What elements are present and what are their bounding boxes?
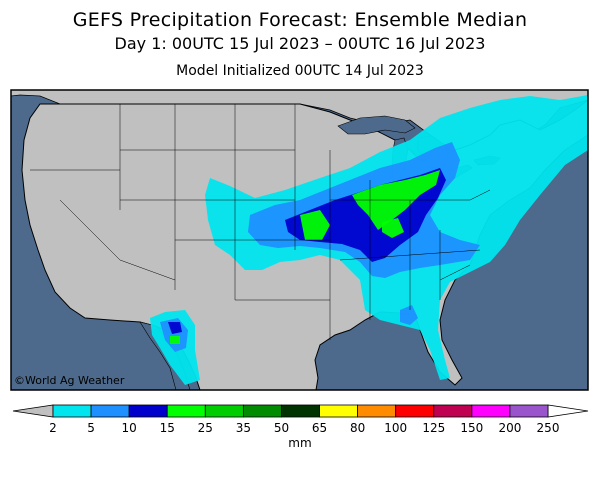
colorbar-tick-label: 125 [422, 421, 446, 435]
colorbar-tick-label: 10 [121, 421, 137, 435]
lake-superior [337, 115, 416, 135]
colorbar-swatch [242, 404, 282, 418]
colorbar-over-triangle [547, 404, 589, 418]
colorbar-tick-label: 15 [159, 421, 175, 435]
colorbar-tick-label: 65 [311, 421, 328, 435]
model-init-line: Model Initialized 00UTC 14 Jul 2023 [176, 63, 424, 79]
colorbar-tick-label: 200 [498, 421, 522, 435]
colorbar-swatch [357, 404, 397, 418]
precip-5-10mm [400, 305, 418, 325]
colorbar-swatch [471, 404, 511, 418]
colorbar-tick-label: 150 [460, 421, 484, 435]
colorbar-tick-label: 2 [49, 421, 57, 435]
colorbar-tick-label: 5 [87, 421, 95, 435]
colorbar-units: mm [288, 436, 312, 450]
colorbar-swatch [166, 404, 206, 418]
colorbar-swatch [90, 404, 130, 418]
colorbar-swatch [395, 404, 435, 418]
colorbar-tick-label: 80 [349, 421, 366, 435]
precip-10-15mm [168, 322, 182, 334]
map-title: GEFS Precipitation Forecast: Ensemble Me… [72, 9, 528, 31]
colorbar-swatch [281, 404, 320, 418]
colorbar-swatch [433, 404, 473, 418]
colorbar-swatch [509, 404, 549, 418]
precipitation-colorbar [12, 404, 589, 418]
state-boundaries [30, 104, 491, 340]
colorbar-tick-label: 50 [273, 421, 290, 435]
colorbar-swatch [128, 404, 168, 418]
colorbar-swatch [52, 404, 92, 418]
precip-5-10mm [160, 318, 188, 352]
colorbar-swatch [204, 404, 244, 418]
colorbar-tick-label: 35 [235, 421, 252, 435]
colorbar-under-triangle [12, 404, 54, 418]
colorbar-tick-label: 250 [536, 421, 560, 435]
copyright-credit: ©World Ag Weather [14, 374, 125, 387]
forecast-period: Day 1: 00UTC 15 Jul 2023 – 00UTC 16 Jul … [114, 34, 486, 53]
colorbar-swatch [319, 404, 359, 418]
precip-15-25mm [170, 336, 180, 344]
colorbar-tick-label: 100 [384, 421, 408, 435]
colorbar-tick-label: 25 [197, 421, 213, 435]
map-frame [10, 89, 589, 391]
precip-15-25mm [382, 218, 404, 238]
precip-15-25mm [300, 210, 330, 240]
